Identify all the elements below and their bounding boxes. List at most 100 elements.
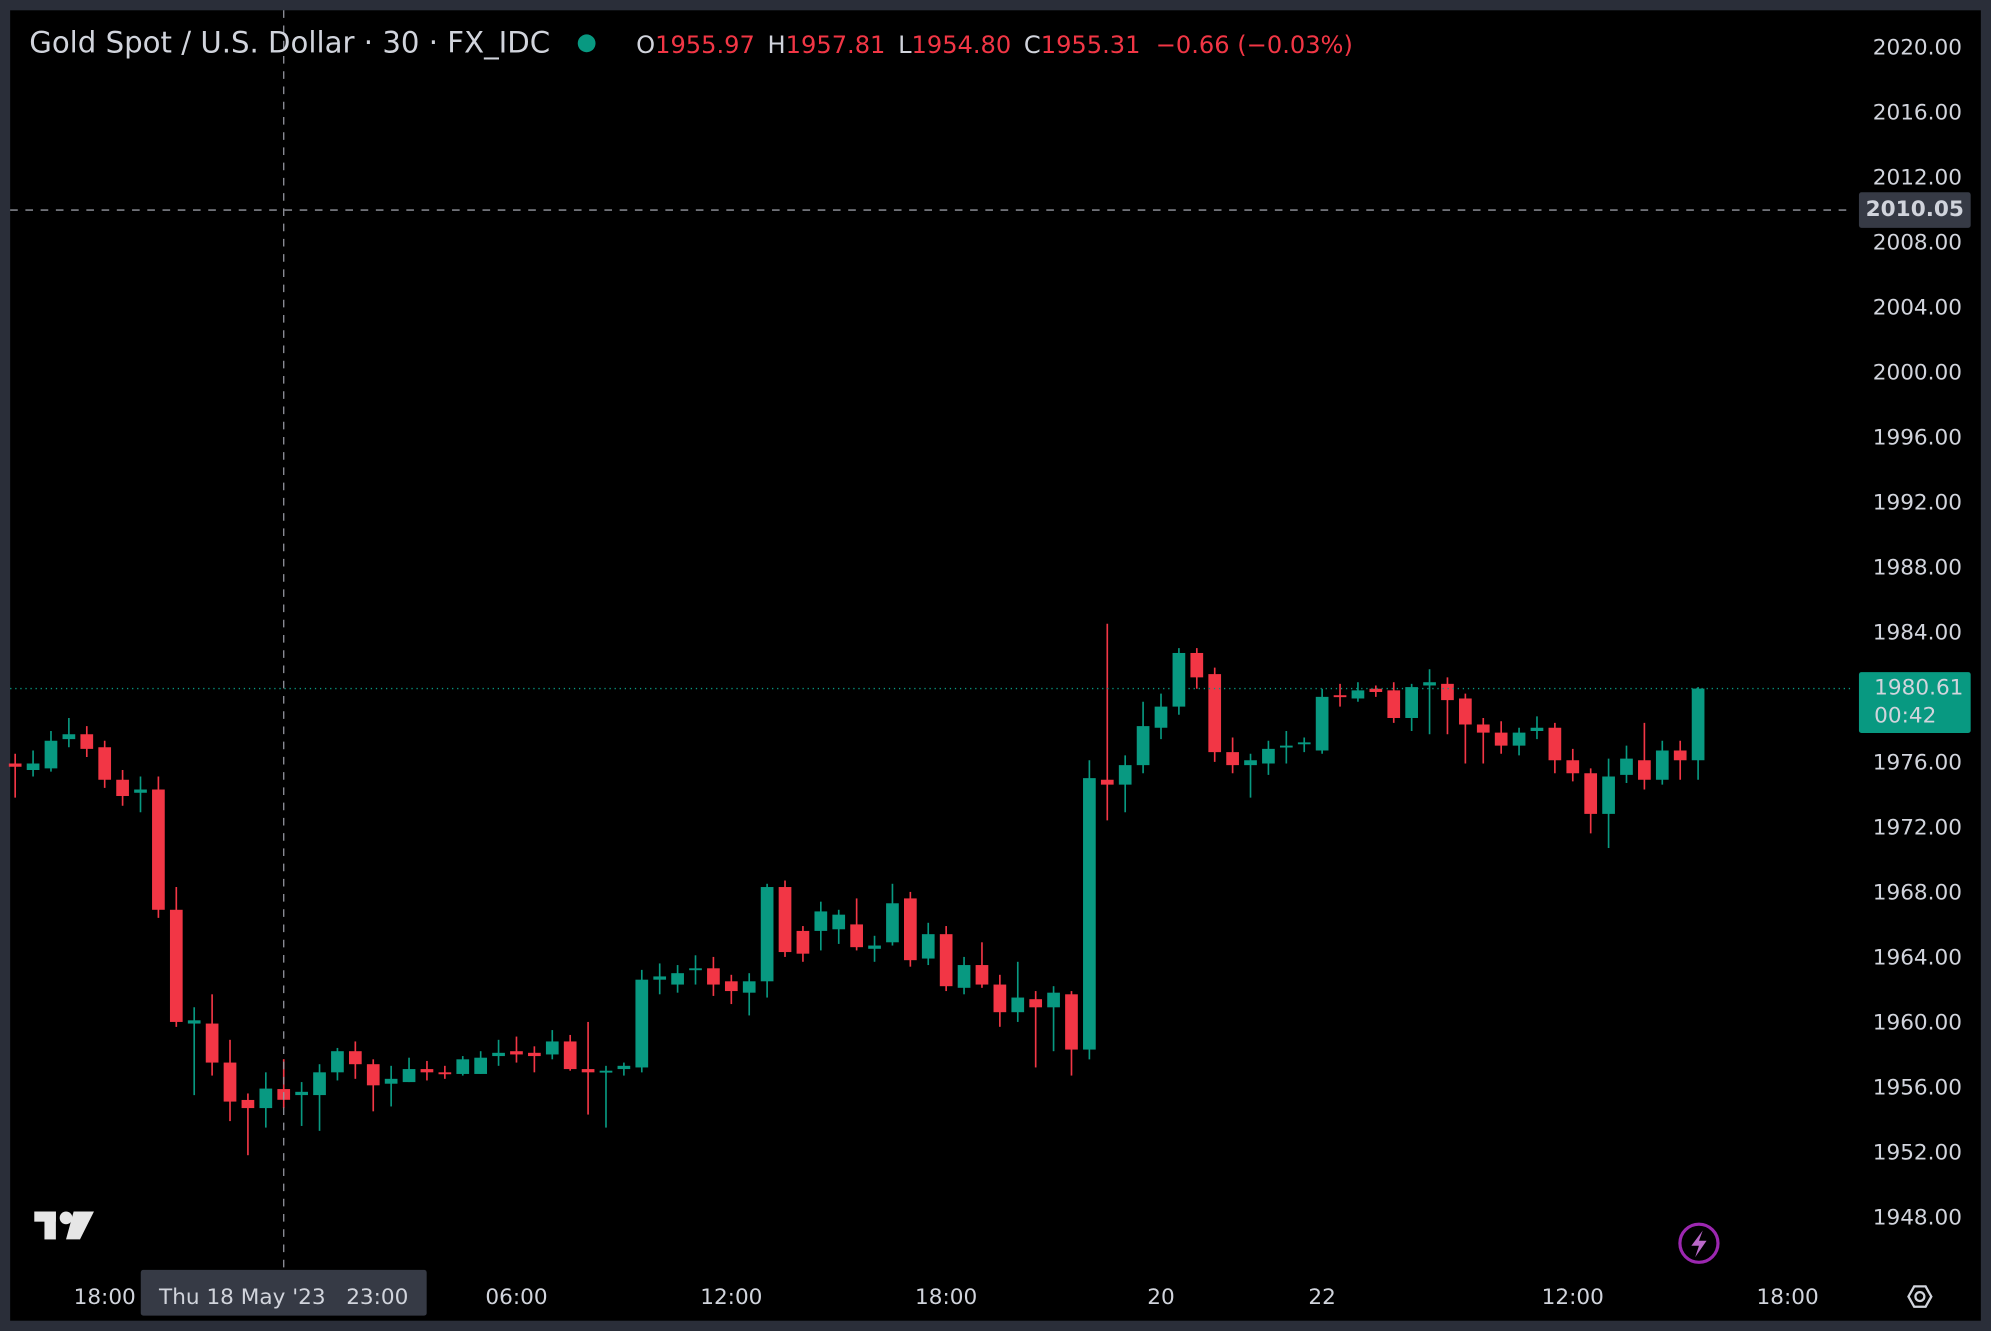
- y-tick-label: 1948.00: [1873, 1206, 1962, 1231]
- candle-body: [1620, 758, 1633, 775]
- y-tick-label: 2020.00: [1873, 35, 1962, 60]
- candle-body: [169, 909, 183, 1022]
- candle-body: [402, 1069, 416, 1083]
- candle-body: [617, 1065, 631, 1070]
- candle-body: [1297, 742, 1311, 745]
- candle-body: [1279, 745, 1293, 748]
- candle-body: [1548, 727, 1562, 761]
- candle-body: [26, 763, 40, 771]
- lightning-icon[interactable]: [1678, 1222, 1720, 1264]
- logo-part: [44, 1211, 56, 1240]
- candle-body: [1244, 760, 1257, 766]
- candle-body: [1566, 760, 1580, 774]
- candle-body: [366, 1064, 380, 1086]
- candle-body: [545, 1041, 559, 1055]
- legend-key: C: [1024, 31, 1041, 59]
- candle-body: [1584, 773, 1598, 814]
- candle-body: [957, 965, 971, 988]
- candle-body: [760, 887, 774, 982]
- candle-body: [1262, 748, 1275, 764]
- candle-body: [492, 1052, 505, 1057]
- candle-body: [921, 934, 935, 959]
- candle-body: [1333, 695, 1347, 698]
- logo-part: [66, 1211, 94, 1240]
- legend-value: 1954.80: [912, 31, 1012, 59]
- last-price-label: 1980.61: [1874, 676, 1963, 701]
- x-tick-label: 18:00: [74, 1285, 136, 1310]
- candle-body: [187, 1020, 201, 1024]
- x-tick-label: 18:00: [915, 1285, 977, 1310]
- candle-body: [348, 1051, 362, 1065]
- candle-body: [671, 973, 684, 985]
- candle-body: [1530, 727, 1544, 731]
- candle-body: [975, 965, 989, 985]
- candle-body: [707, 968, 720, 985]
- icon-bolt: [1691, 1230, 1707, 1258]
- candle-body: [1065, 994, 1078, 1050]
- x-tick-label: 12:00: [700, 1285, 762, 1310]
- y-tick-label: 2012.00: [1873, 165, 1962, 190]
- candle-body: [563, 1041, 577, 1070]
- candle-body: [134, 789, 147, 793]
- candle-body: [259, 1088, 273, 1109]
- y-tick-label: 1952.00: [1873, 1141, 1962, 1166]
- candle-body: [1369, 688, 1383, 692]
- candle-body: [1136, 726, 1150, 766]
- settings-icon[interactable]: [1907, 1285, 1933, 1308]
- crosshair-price-box: [1858, 192, 1971, 228]
- y-tick-label: 2004.00: [1873, 295, 1962, 320]
- candle-body: [98, 747, 112, 780]
- candle-body: [241, 1099, 255, 1109]
- candle-body: [331, 1051, 344, 1073]
- legend-key: H: [768, 31, 786, 59]
- y-tick-label: 1972.00: [1873, 816, 1962, 841]
- candle-body: [1208, 674, 1222, 753]
- crosshair-time-box: [140, 1269, 427, 1316]
- legend-key: L: [898, 31, 912, 59]
- candle-body: [1029, 999, 1043, 1008]
- candle-body: [742, 981, 756, 993]
- candle-body: [1226, 752, 1239, 766]
- candle-body: [581, 1069, 595, 1073]
- candle-body: [778, 887, 792, 953]
- candle-body: [1512, 732, 1526, 746]
- candle-body: [8, 763, 22, 767]
- icon-gear: [1907, 1285, 1933, 1308]
- candle-body: [1154, 706, 1168, 728]
- y-tick-label: 1976.00: [1873, 751, 1962, 776]
- x-tick-label: 12:00: [1542, 1285, 1604, 1310]
- candle-body: [510, 1051, 523, 1055]
- crosshair-price-label: 2010.05: [1866, 197, 1964, 222]
- legend-key: O: [636, 31, 655, 59]
- candle-body: [456, 1059, 470, 1074]
- candle-body: [796, 930, 810, 954]
- candle-body: [1638, 760, 1651, 780]
- tv-logo: [34, 1211, 94, 1240]
- crosshair-time-label: Thu 18 May '23 23:00: [158, 1285, 408, 1310]
- candle-body: [724, 981, 738, 992]
- candle-body: [1190, 652, 1204, 678]
- y-tick-label: 2016.00: [1873, 100, 1962, 125]
- x-tick-label: 20: [1147, 1285, 1174, 1310]
- candle-body: [1315, 696, 1329, 751]
- candle-body: [1423, 682, 1436, 686]
- candle-body: [832, 914, 846, 930]
- candle-body: [939, 934, 953, 987]
- candle-body: [689, 968, 702, 971]
- legend-value: 1955.97: [655, 31, 755, 59]
- candle-body: [62, 734, 76, 740]
- candle-body: [295, 1091, 308, 1096]
- candle-body: [903, 898, 917, 961]
- icon-gear-hole: [1914, 1290, 1926, 1303]
- candle-body: [1673, 750, 1687, 761]
- candle-body: [886, 903, 899, 943]
- candle-body: [1100, 779, 1114, 785]
- y-tick-label: 1960.00: [1873, 1011, 1962, 1036]
- candle-body: [1172, 652, 1186, 707]
- candle-body: [1351, 690, 1365, 699]
- candle-body: [993, 984, 1007, 1013]
- candle-body: [205, 1023, 219, 1063]
- legend-change: −0.66 (−0.03%): [1156, 31, 1353, 59]
- candle-body: [599, 1070, 613, 1073]
